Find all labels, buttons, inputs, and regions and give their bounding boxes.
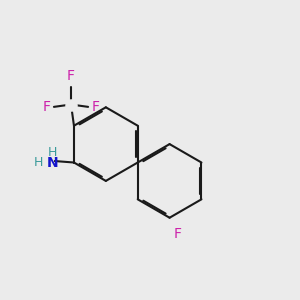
Text: N: N — [47, 155, 58, 170]
Text: F: F — [174, 227, 182, 241]
Text: F: F — [67, 69, 75, 83]
Text: F: F — [42, 100, 50, 114]
Text: H: H — [48, 146, 57, 159]
Text: F: F — [92, 100, 100, 114]
Text: H: H — [34, 156, 43, 169]
